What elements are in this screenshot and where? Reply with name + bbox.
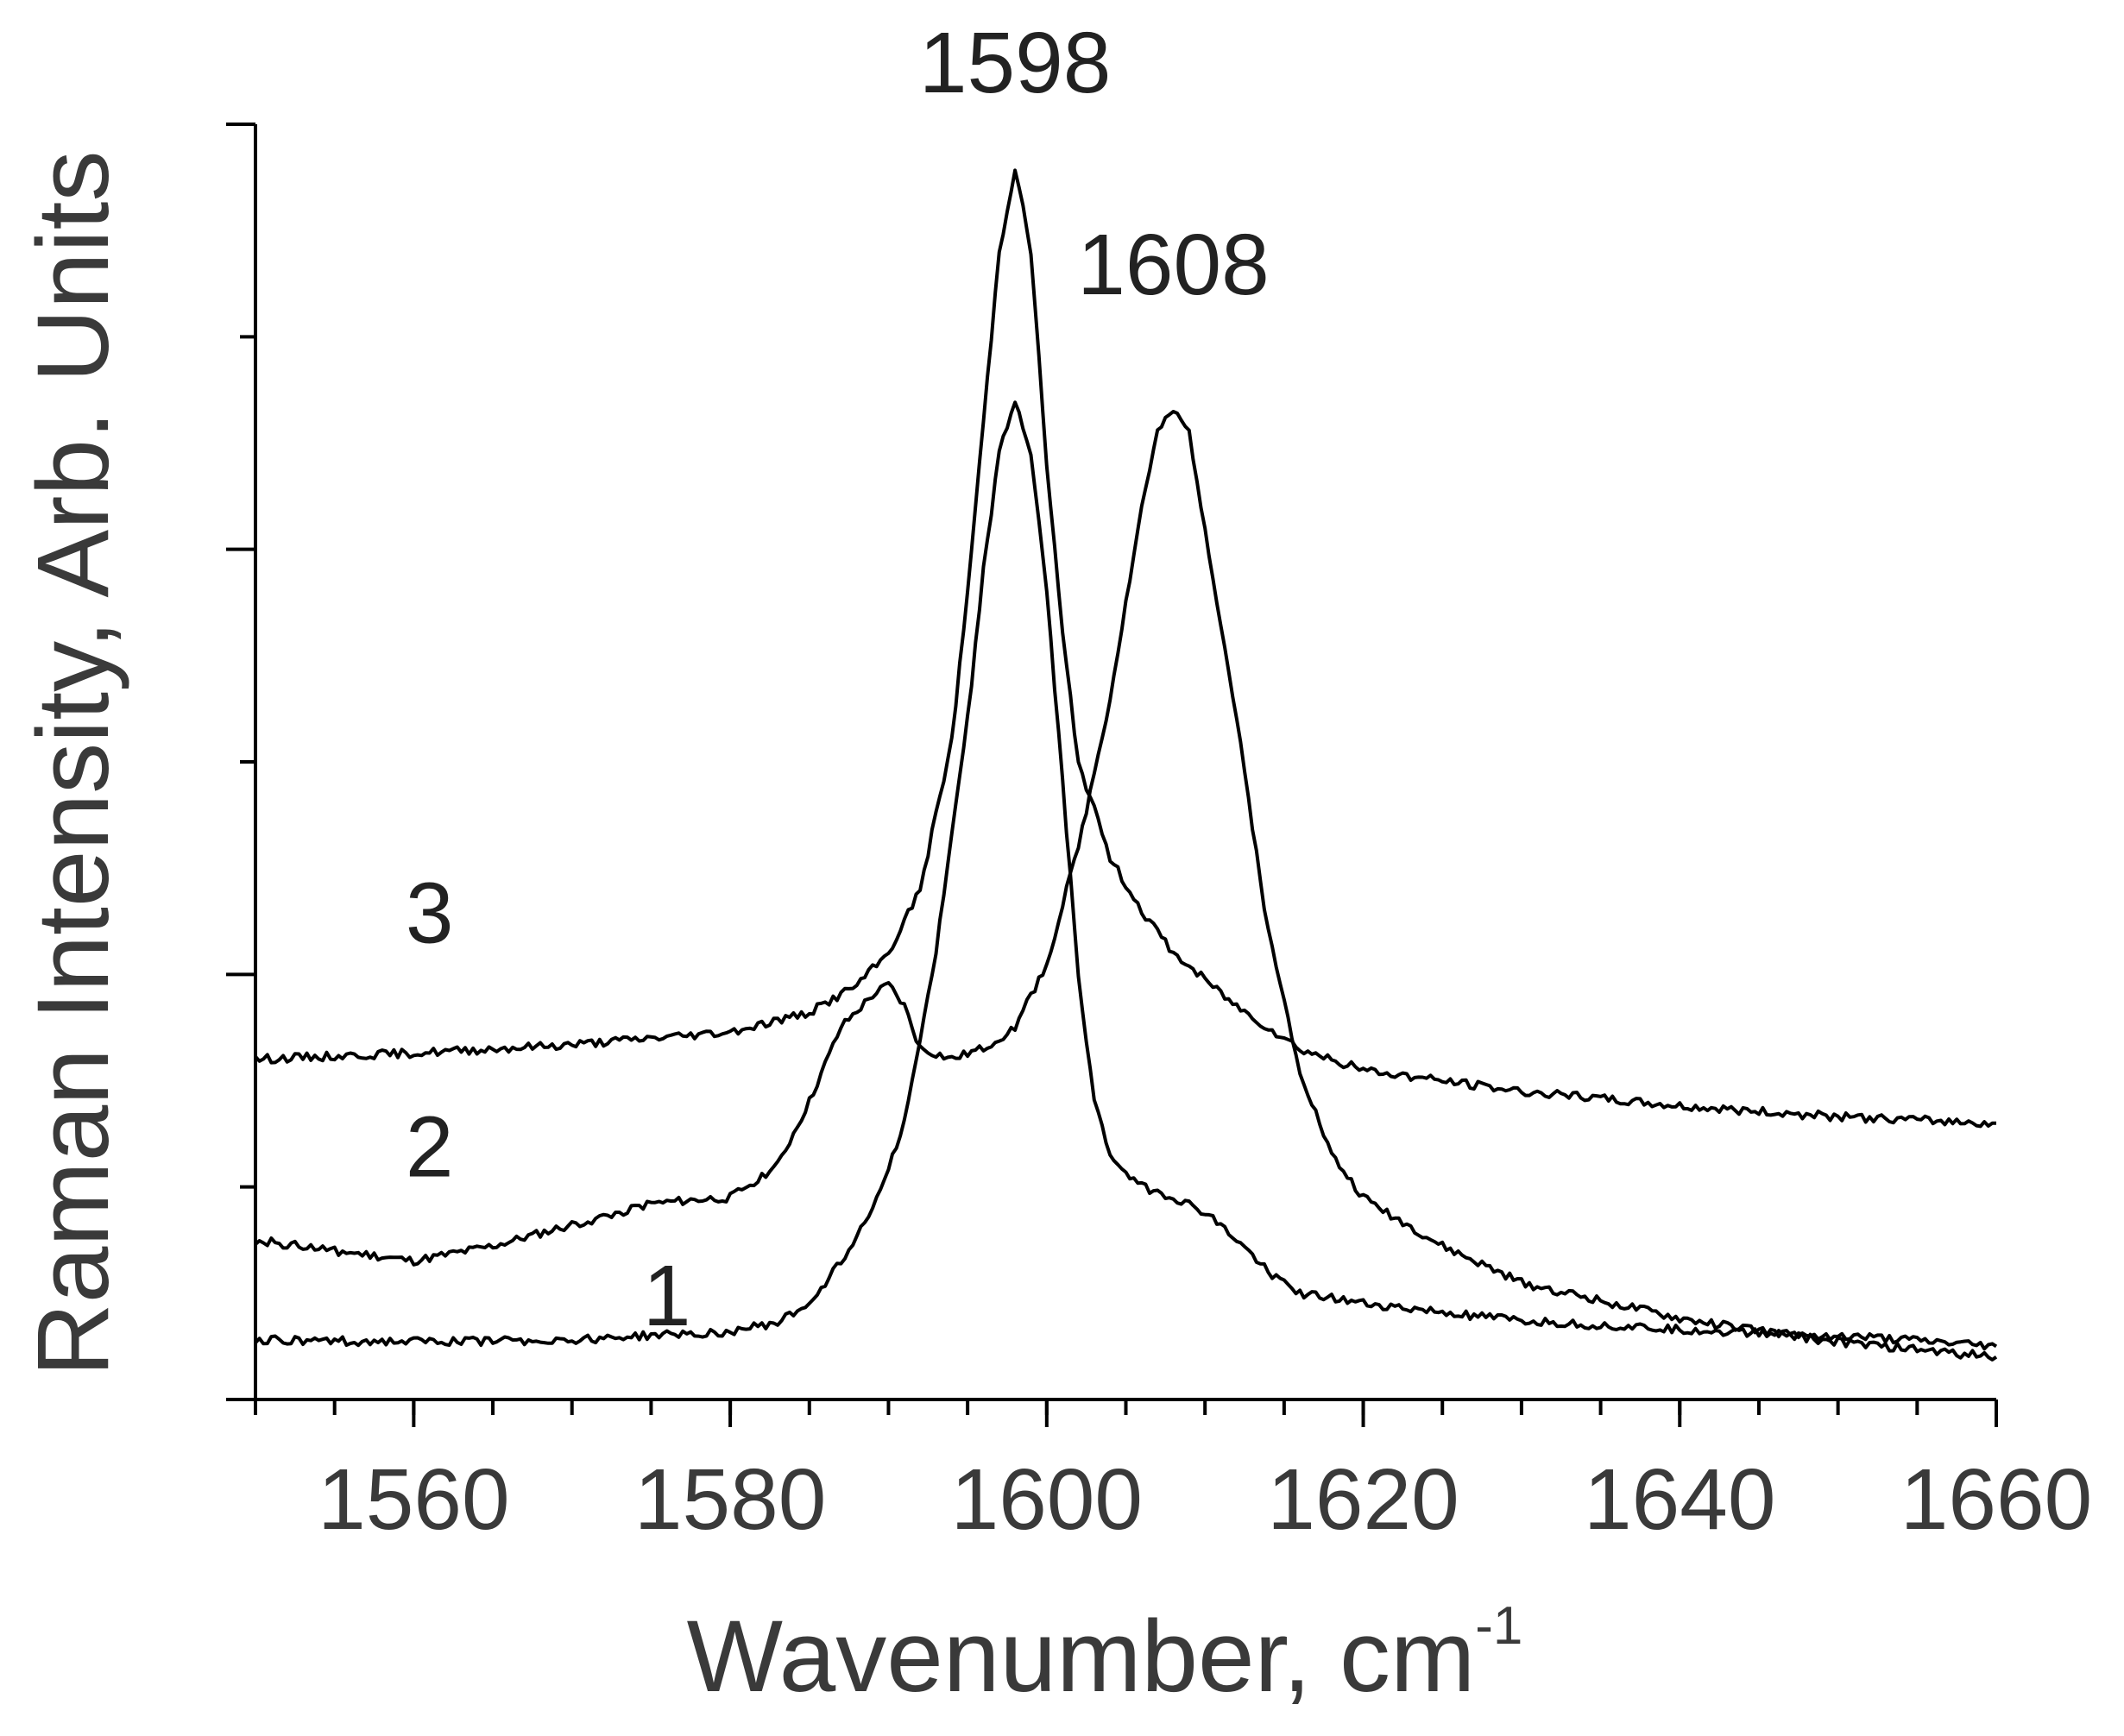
- x-tick-label: 1640: [1584, 1451, 1775, 1548]
- annotation-label: 2: [406, 1098, 454, 1195]
- x-tick-label: 1600: [951, 1451, 1143, 1548]
- series-line-3: [254, 168, 1997, 1129]
- series-line-1: [254, 400, 1998, 1351]
- x-tick-label: 1580: [634, 1451, 826, 1548]
- annotation-label: 1608: [1077, 217, 1269, 313]
- axes: 1560 1580 1600 1620 1640 1660: [226, 123, 2092, 1548]
- x-tick-label: 1560: [318, 1451, 509, 1548]
- series-line-2: [254, 410, 1998, 1362]
- annotation-label: 3: [406, 865, 454, 961]
- annotation-label: 1598: [919, 15, 1111, 111]
- x-axis-title-text: Wavenumber, cm: [687, 1600, 1476, 1714]
- x-tick-label: 1620: [1267, 1451, 1459, 1548]
- x-axis-title-superscript: -1: [1475, 1596, 1522, 1656]
- y-axis-title: Raman Intensity, Arb. Units: [16, 151, 130, 1377]
- x-axis-title: Wavenumber, cm-1: [687, 1596, 1523, 1714]
- annotation-layer: 1598 1608 3 2 1: [406, 15, 1270, 1344]
- annotation-label: 1: [643, 1248, 691, 1344]
- series-layer: [254, 168, 1998, 1362]
- x-tick-label: 1660: [1900, 1451, 2092, 1548]
